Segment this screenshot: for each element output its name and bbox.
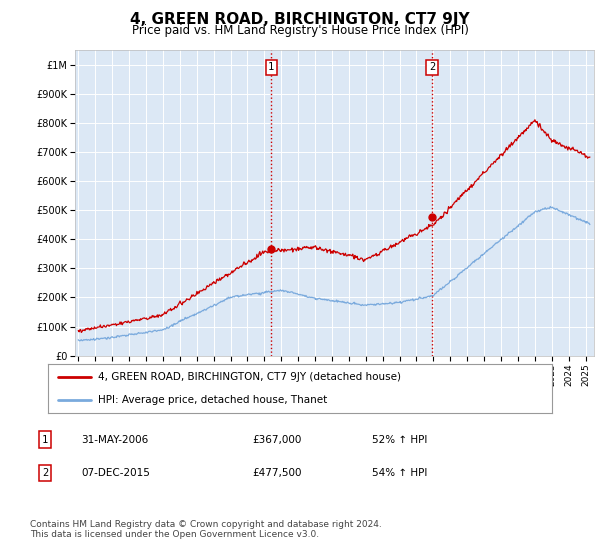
Text: £367,000: £367,000 [252,435,301,445]
Text: 1: 1 [42,435,48,445]
Text: 4, GREEN ROAD, BIRCHINGTON, CT7 9JY (detached house): 4, GREEN ROAD, BIRCHINGTON, CT7 9JY (det… [98,372,401,382]
Text: 54% ↑ HPI: 54% ↑ HPI [372,468,427,478]
Text: 1: 1 [268,62,274,72]
Text: Contains HM Land Registry data © Crown copyright and database right 2024.
This d: Contains HM Land Registry data © Crown c… [30,520,382,539]
Text: 2: 2 [42,468,48,478]
Text: 52% ↑ HPI: 52% ↑ HPI [372,435,427,445]
Text: Price paid vs. HM Land Registry's House Price Index (HPI): Price paid vs. HM Land Registry's House … [131,24,469,36]
Text: £477,500: £477,500 [252,468,302,478]
Text: 07-DEC-2015: 07-DEC-2015 [81,468,150,478]
Text: 31-MAY-2006: 31-MAY-2006 [81,435,148,445]
Text: 2: 2 [429,62,435,72]
Text: 4, GREEN ROAD, BIRCHINGTON, CT7 9JY: 4, GREEN ROAD, BIRCHINGTON, CT7 9JY [130,12,470,27]
Text: HPI: Average price, detached house, Thanet: HPI: Average price, detached house, Than… [98,395,328,405]
